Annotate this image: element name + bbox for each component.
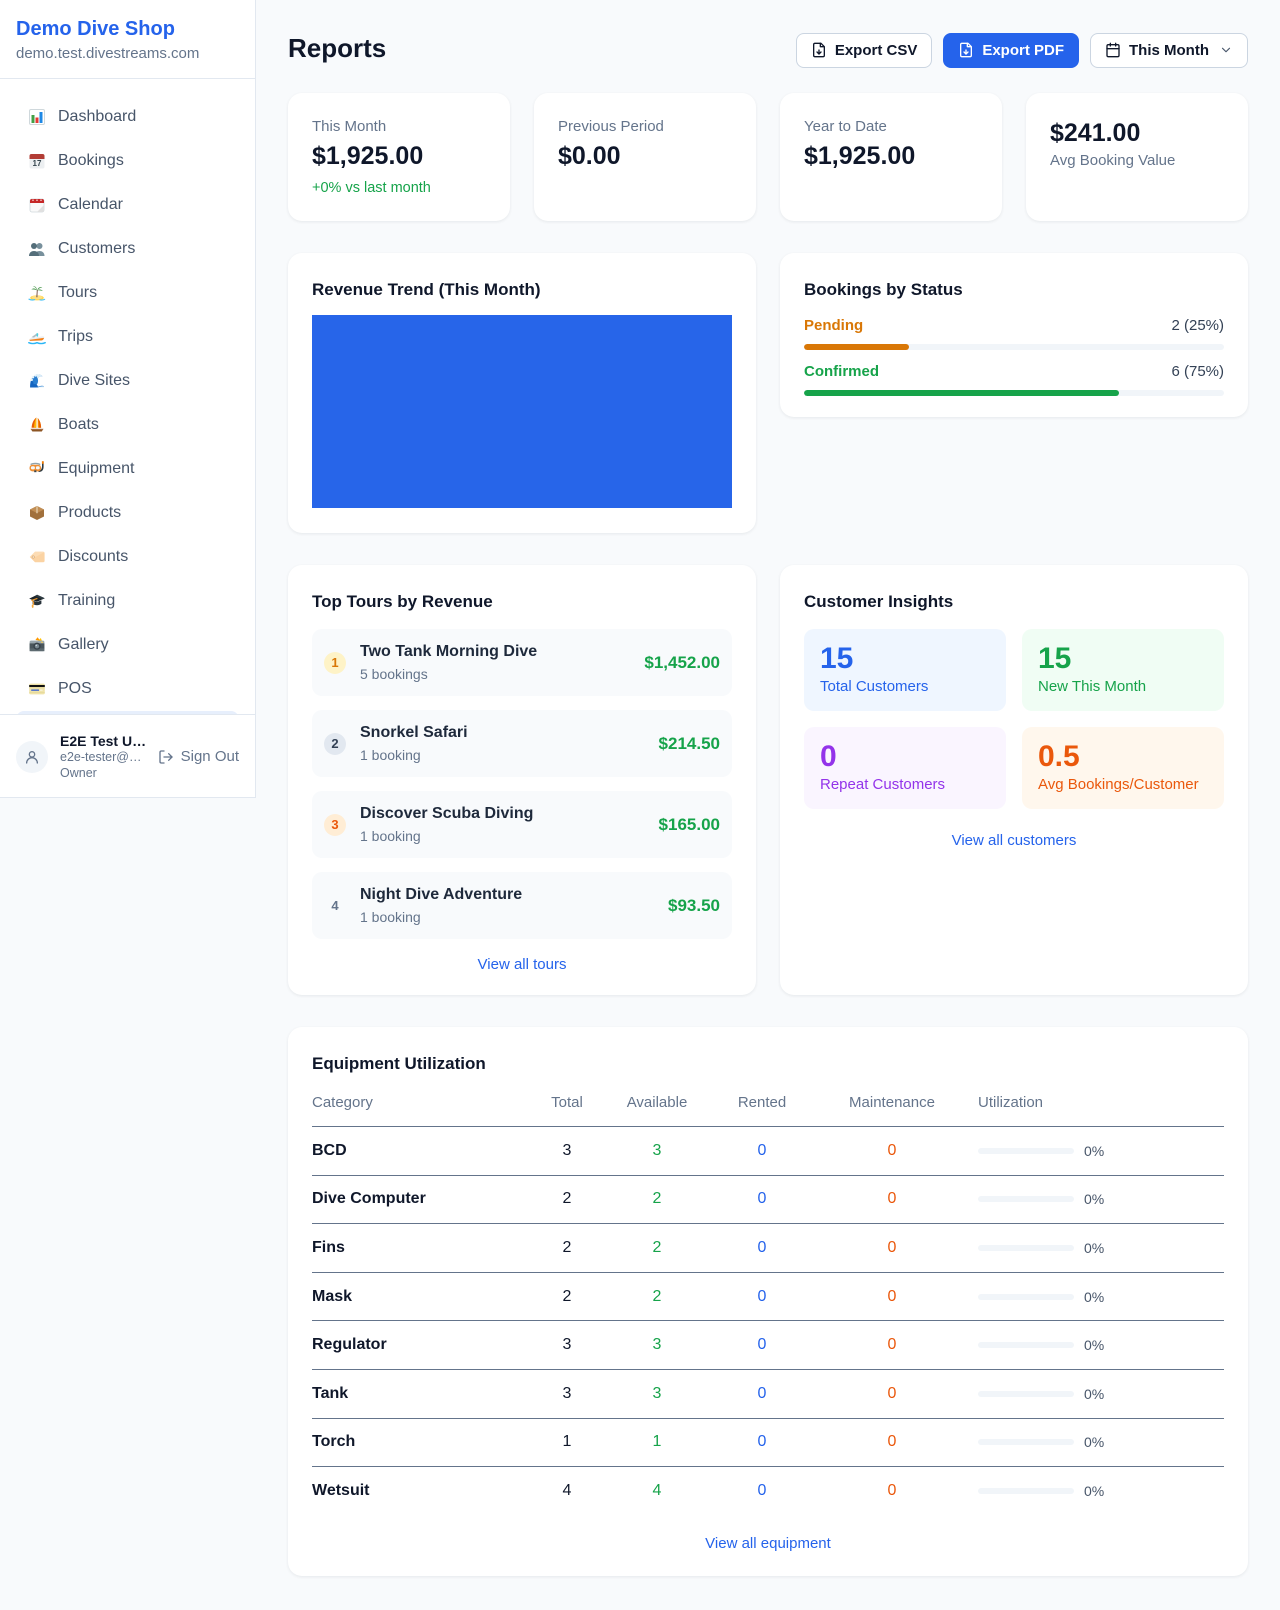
svg-text:17: 17 bbox=[33, 159, 42, 168]
